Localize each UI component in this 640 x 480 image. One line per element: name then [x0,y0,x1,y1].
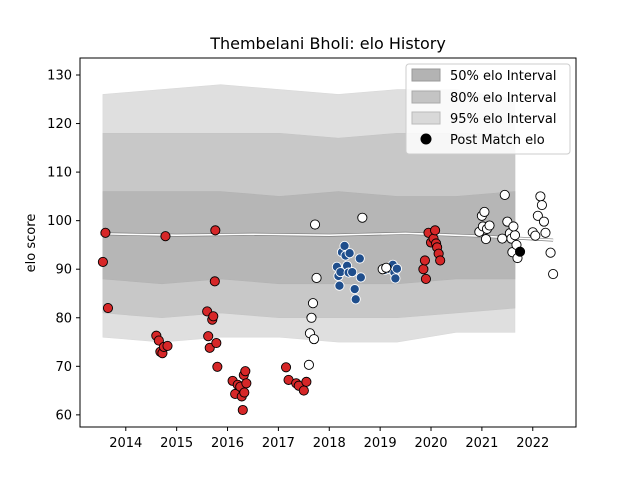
elo-point-white [308,334,320,345]
elo-point-white [484,220,495,231]
elo-point-blue [350,294,361,305]
elo-point-red [418,264,429,275]
elo-point-red [203,331,214,342]
elo-point-white [508,221,519,232]
legend-marker [420,133,432,145]
elo-point-red [100,227,111,238]
y-axis-label: elo score [24,214,39,273]
y-tick-label: 80 [55,311,72,326]
x-tick-label: 2019 [364,436,397,451]
y-tick-label: 110 [47,166,72,181]
elo-point-white [307,298,319,309]
legend-label-marker: Post Match elo [450,133,545,148]
elo-point-blue [390,273,401,284]
elo-point-red [420,273,431,284]
legend: 50% elo Interval 80% elo Interval 95% el… [405,63,571,155]
elo-point-blue [349,284,360,295]
elo-point-red [102,302,114,314]
x-tick-label: 2018 [313,436,346,451]
x-tick-label: 2015 [160,436,193,451]
elo-point-white [509,230,521,241]
elo-point-red [435,255,446,266]
elo-point-white [309,219,321,230]
elo-point-red [212,361,223,372]
band-50 [102,191,516,285]
legend-label-80: 80% elo Interval [450,91,557,106]
elo-point-red [239,387,250,398]
x-tick-label: 2022 [516,436,549,451]
x-tick-label: 2016 [211,436,244,451]
elo-point-red [301,376,312,387]
elo-point-white [381,262,392,273]
y-tick-label: 100 [47,214,72,229]
elo-point-red [211,337,222,349]
elo-point-white [535,191,546,202]
elo-point-red [162,340,173,351]
legend-label-50: 50% elo Interval [450,69,557,84]
legend-label-95: 95% elo Interval [450,112,557,127]
elo-point-white [480,234,492,245]
elo-point-white [303,359,314,370]
elo-point-red [430,225,441,236]
elo-point-white [532,210,543,221]
elo-point-white [499,189,510,200]
elo-point-red [210,225,221,236]
x-axis: 2014 2015 2016 2017 2018 2019 2020 2021 2022 [109,427,549,451]
chart-title: Thembelani Bholi: elo History [209,34,446,53]
y-axis: 60 70 80 90 100 110 120 130 [47,68,80,423]
x-tick-label: 2020 [414,436,447,451]
elo-point-blue [347,267,358,278]
elo-point-blue [339,240,350,251]
elo-point-white [545,247,556,258]
elo-point-white [311,272,322,283]
elo-point-white [497,233,508,244]
legend-swatch-80 [411,90,441,104]
elo-point-white [548,269,559,280]
y-tick-label: 90 [55,263,72,278]
y-tick-label: 130 [47,68,72,83]
x-tick-label: 2021 [465,436,498,451]
elo-point-red [209,276,220,287]
y-tick-label: 70 [55,360,72,375]
legend-swatch-50 [411,68,441,82]
elo-point-red [208,311,219,322]
elo-point-red [241,378,252,389]
elo-point-white [357,212,368,223]
elo-point-white [530,230,541,241]
elo-point-red [97,256,108,267]
elo-point-red [419,255,430,266]
elo-point-blue [355,272,366,283]
legend-box [405,63,571,155]
y-tick-label: 60 [55,408,72,423]
elo-point-white [540,227,551,238]
elo-point-white [306,312,317,323]
elo-point-red [237,404,248,416]
elo-point-white [538,216,550,227]
elo-point-blue [391,263,402,274]
elo-point-blue [354,253,365,264]
elo-point-blue [344,248,355,259]
elo-point-red [160,231,171,242]
elo-point-edge [514,246,526,257]
elo-point-white [536,200,547,211]
elo-point-red [280,362,292,373]
elo-point-red [298,385,309,396]
x-tick-label: 2014 [109,436,142,451]
axes-frame [79,57,577,428]
elo-point-white [479,206,490,217]
y-tick-label: 120 [47,117,72,132]
elo-point-blue [334,280,345,291]
legend-swatch-95 [411,111,441,125]
x-tick-label: 2017 [262,436,295,451]
elo-point-red [240,366,251,377]
